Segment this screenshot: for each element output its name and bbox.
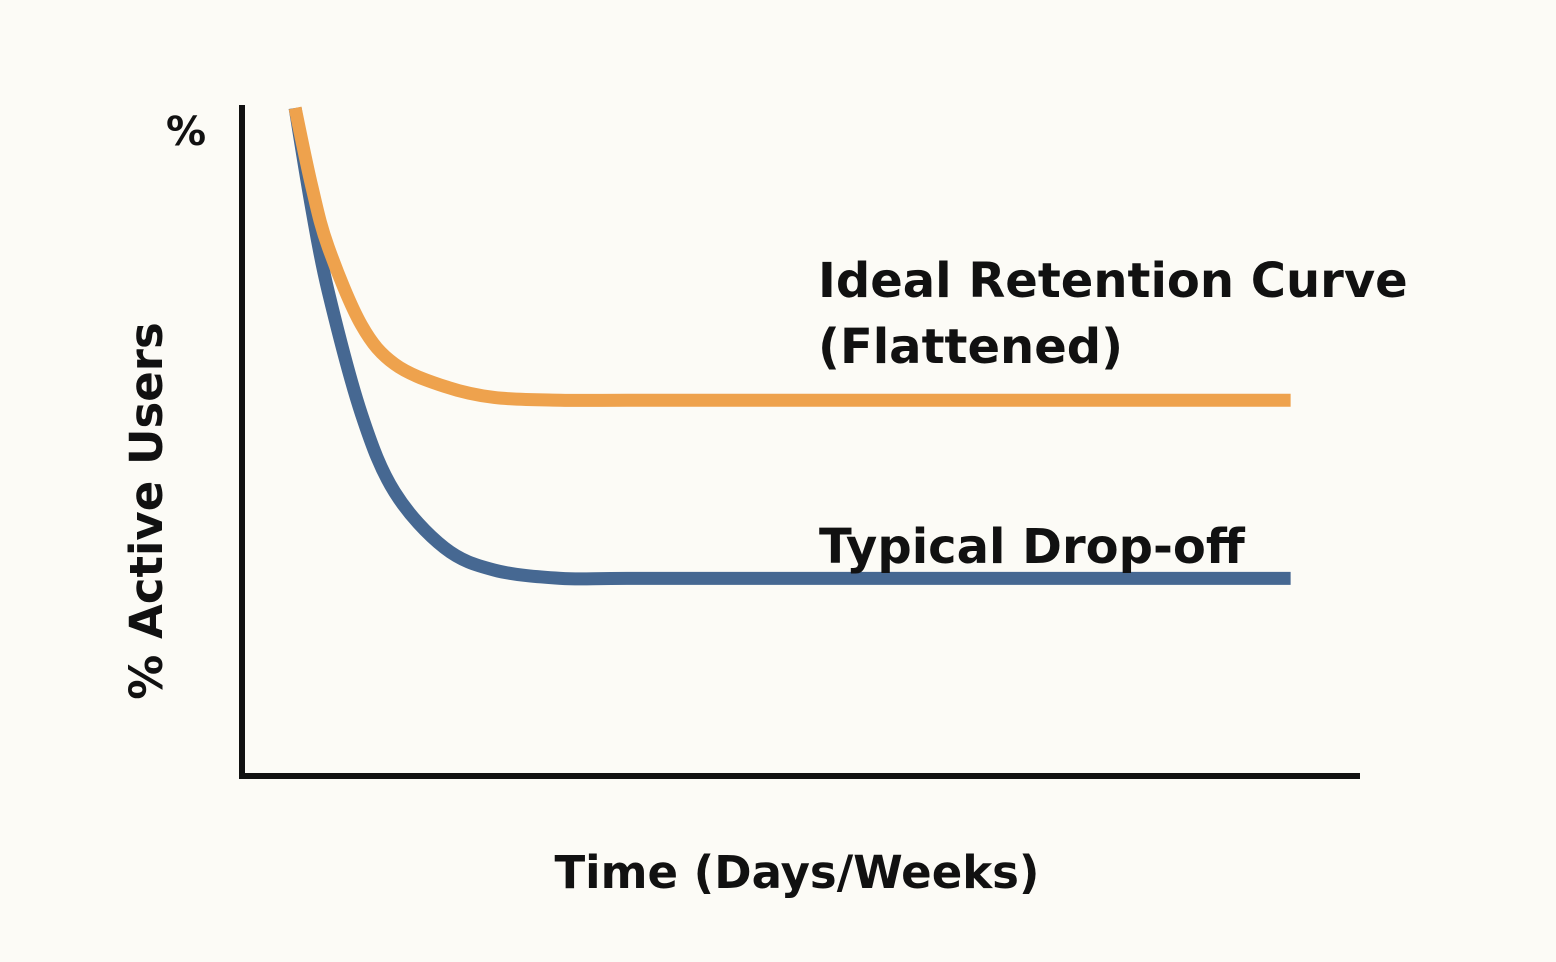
x-axis-title: Time (Days/Weeks) [554, 846, 1039, 899]
typical-dropoff-label: Typical Drop-off [819, 519, 1246, 575]
y-axis-unit-label: % [166, 109, 206, 155]
ideal-retention-label-line-1: Ideal Retention Curve [818, 253, 1408, 309]
ideal-retention-label-line-2: (Flattened) [818, 319, 1123, 375]
typical-dropoff-curve-line [288, 106, 1291, 586]
series-layer [288, 106, 1291, 586]
ideal-retention-curve-line [288, 106, 1291, 407]
y-axis-title: % Active Users [120, 322, 173, 700]
